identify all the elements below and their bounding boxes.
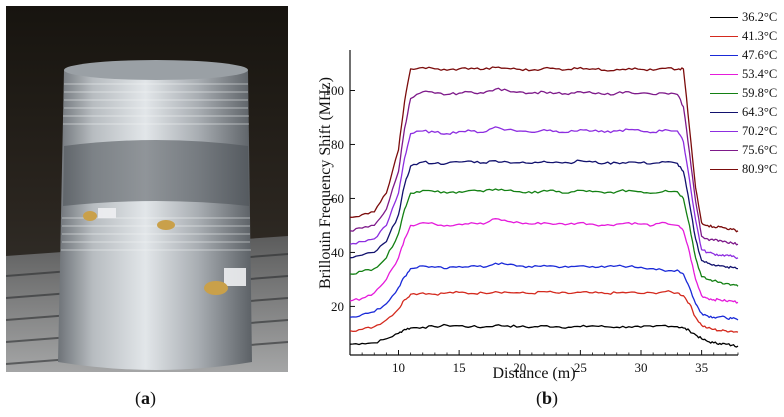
legend-swatch [710,131,738,132]
cylinder-photo [6,6,288,372]
series-line-6 [349,159,739,270]
series-lines [349,66,739,348]
legend-item: 59.8°C [706,84,782,103]
legend-swatch [710,93,738,94]
legend-swatch [710,55,738,56]
legend-item: 64.3°C [706,103,782,122]
y-axis-label: Brillouin Frequency Shift (MHz) [317,77,334,289]
caption-a: (a) [135,388,156,408]
legend-item: 53.4°C [706,65,782,84]
legend-label: 75.6°C [742,143,778,157]
series-line-7 [349,126,739,260]
x-tick-label: 25 [574,360,587,375]
legend-label: 47.6°C [742,48,778,62]
series-line-2 [349,290,739,333]
legend-label: 64.3°C [742,105,778,119]
axis-ticks: 10 15 20 25 30 35 20 40 60 80 100 [325,83,739,375]
brillouin-shift-chart: 10 15 20 25 30 35 20 40 60 80 100 Distance (m) Bri… [317,50,739,382]
legend-label: 80.9°C [742,162,778,176]
plot-axes [349,50,738,356]
y-tick-label: 60 [331,191,344,206]
legend-item: 47.6°C [706,46,782,65]
x-tick-label: 35 [695,360,708,375]
series-line-1 [349,323,739,348]
series-line-5 [349,188,739,287]
legend-item: 80.9°C [706,160,782,179]
legend-label: 70.2°C [742,124,778,138]
legend-item: 41.3°C [706,27,782,46]
series-line-4 [349,218,739,304]
legend-label: 53.4°C [742,67,778,81]
legend-swatch [710,169,738,170]
y-tick-label: 80 [331,137,344,152]
series-line-9 [349,66,739,233]
series-line-8 [349,87,739,246]
y-tick-label: 20 [331,299,344,314]
legend-label: 59.8°C [742,86,778,100]
legend-item: 70.2°C [706,122,782,141]
legend-label: 36.2°C [742,10,778,24]
legend-item: 75.6°C [706,141,782,160]
y-tick-label: 40 [331,245,344,260]
legend-label: 41.3°C [742,29,778,43]
y-tick-label: 100 [325,83,345,98]
caption-b: (b) [536,388,559,408]
x-tick-label: 15 [453,360,466,375]
legend-swatch [710,150,738,151]
legend-swatch [710,112,738,113]
series-line-3 [349,262,739,321]
chart-legend: 36.2°C 41.3°C 47.6°C 53.4°C 59.8°C 64.3°C 70.2… [706,8,782,179]
x-tick-label: 10 [392,360,405,375]
x-tick-label: 20 [513,360,526,375]
legend-swatch [710,74,738,75]
x-axis-label: Distance (m) [492,365,575,382]
x-tick-label: 30 [635,360,648,375]
legend-swatch [710,36,738,37]
legend-swatch [710,17,738,18]
legend-item: 36.2°C [706,8,782,27]
